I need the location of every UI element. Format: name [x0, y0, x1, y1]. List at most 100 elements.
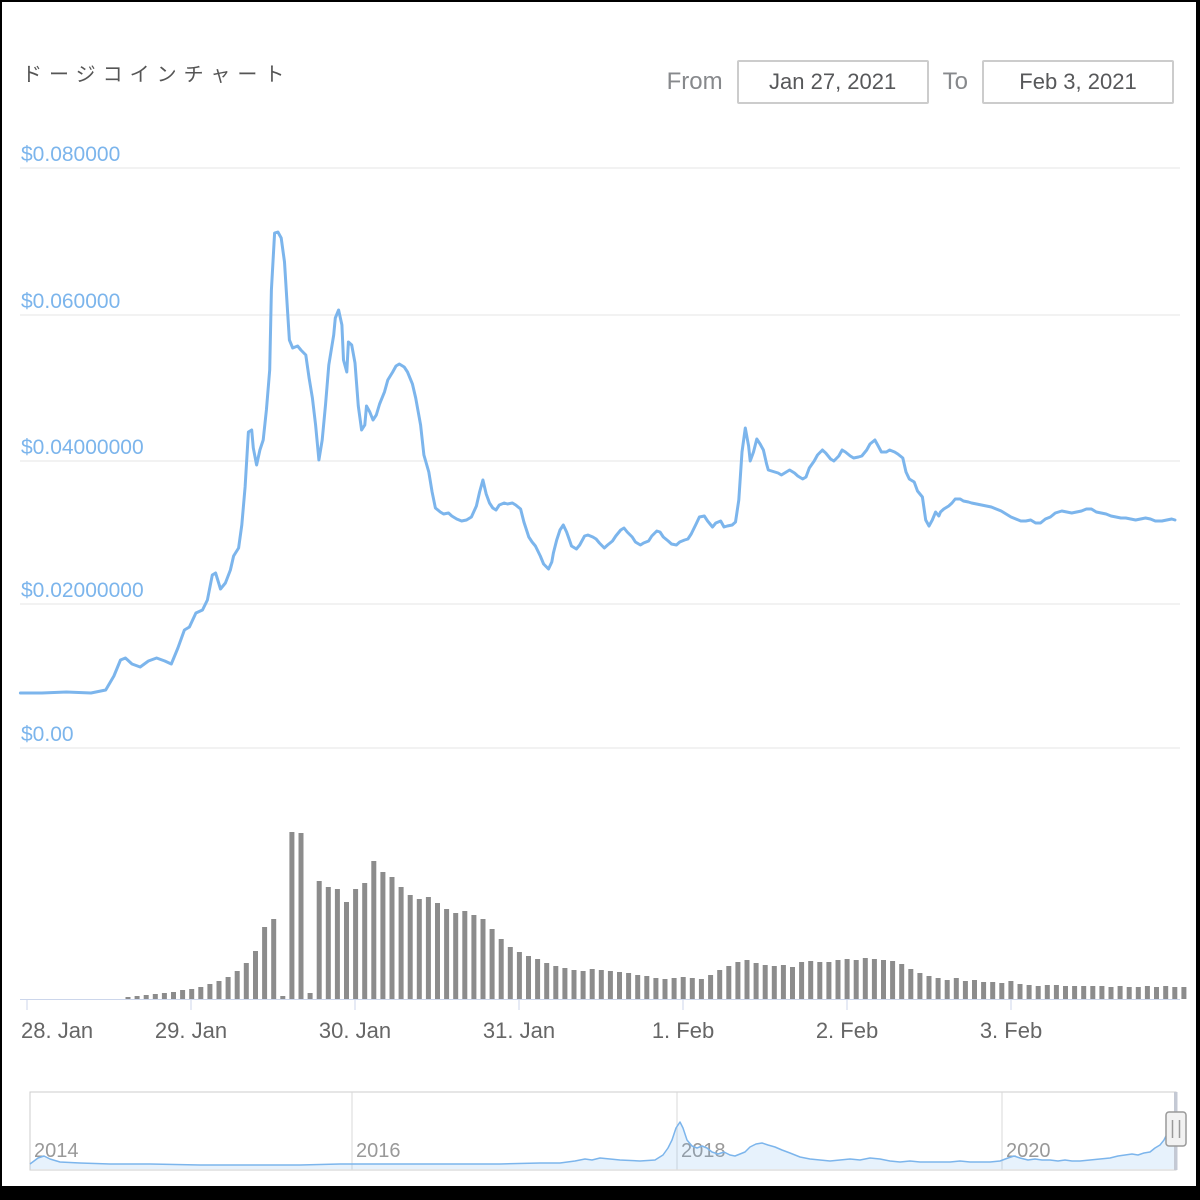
volume-bar [871, 959, 877, 999]
volume-bar [152, 994, 158, 999]
volume-bar [799, 962, 805, 999]
volume-bar [835, 960, 841, 999]
volume-bar [962, 981, 968, 999]
volume-bar [753, 963, 759, 999]
volume-bar [653, 978, 659, 999]
volume-bar [662, 979, 668, 999]
volume-bar [316, 881, 322, 999]
volume-bar [853, 960, 859, 999]
volume-bar [544, 963, 550, 999]
volume-bar [808, 961, 814, 999]
volume-bar [171, 992, 176, 999]
navigator-handle[interactable] [1165, 1111, 1187, 1147]
volume-bar [1090, 986, 1096, 999]
volume-bar [899, 964, 905, 999]
volume-bar [143, 995, 149, 999]
volume-bar [598, 970, 604, 999]
volume-bar [425, 897, 431, 999]
volume-bar [234, 971, 240, 999]
volume-bar [935, 978, 941, 999]
volume-bar [926, 976, 932, 999]
from-date-input[interactable] [736, 60, 929, 104]
volume-bar [771, 966, 777, 999]
y-axis-label: $0.04000000 [21, 436, 144, 459]
volume-bar [1008, 981, 1014, 999]
volume-bar [698, 979, 704, 999]
navigator-track[interactable] [29, 1091, 1177, 1171]
to-label: To [942, 68, 968, 95]
volume-bar [790, 967, 795, 999]
y-axis-label: $0.00 [21, 723, 74, 746]
volume-bar [1081, 986, 1087, 999]
volume-bar [1135, 987, 1141, 999]
volume-bar [198, 987, 204, 999]
volume-bar [1026, 985, 1032, 999]
volume-bar [480, 919, 486, 999]
volume-bar [380, 872, 386, 999]
volume-bar [917, 973, 923, 999]
x-axis-label: 1. Feb [652, 1018, 714, 1043]
volume-bar [207, 984, 213, 999]
x-axis-label: 29. Jan [155, 1018, 227, 1043]
volume-bar [1035, 986, 1041, 999]
volume-bar [325, 887, 331, 999]
volume-bar [307, 993, 313, 999]
volume-bar [571, 970, 577, 999]
volume-bar [353, 889, 359, 999]
volume-bar [780, 965, 786, 999]
volume-bar [243, 963, 249, 999]
volume-bar [1181, 987, 1187, 999]
y-axis-label: $0.060000 [21, 290, 120, 313]
volume-bar [1163, 986, 1169, 999]
page-title: ドージコインチャート [22, 64, 292, 86]
volume-bar [1117, 986, 1123, 999]
volume-bar [1063, 986, 1068, 999]
volume-bar [689, 978, 695, 999]
volume-bar [453, 913, 459, 999]
x-axis-label: 3. Feb [980, 1018, 1042, 1043]
price-line [18, 230, 1177, 695]
volume-bar [489, 929, 495, 999]
volume-bar [371, 861, 377, 999]
navigator-year-label: 2016 [356, 1140, 401, 1162]
volume-bar [735, 962, 741, 999]
volume-bar [416, 899, 422, 999]
date-range-controls: From To [667, 60, 1174, 104]
volume-bar [671, 978, 677, 999]
volume-bar [407, 895, 413, 999]
x-axis-label: 30. Jan [319, 1018, 391, 1043]
volume-bar [1099, 986, 1105, 999]
volume-bar [1144, 986, 1150, 999]
volume-bar [262, 927, 268, 999]
volume-bar [161, 993, 167, 999]
volume-bar [225, 977, 231, 999]
volume-bar [607, 971, 613, 999]
volume-bar [516, 952, 522, 999]
volume-bar [1072, 986, 1078, 999]
volume-bar [708, 975, 714, 999]
volume-bar [216, 981, 222, 999]
volume-bar [389, 877, 395, 999]
volume-bar [498, 939, 504, 999]
x-axis-label: 31. Jan [483, 1018, 555, 1043]
volume-bar [817, 962, 823, 999]
volume-bar [972, 980, 977, 999]
volume-bar [1017, 984, 1023, 999]
volume-bar [726, 966, 732, 999]
frame-edge-right [1196, 0, 1200, 1200]
to-date-input[interactable] [982, 60, 1174, 104]
volume-bar [644, 976, 650, 999]
volume-bar [535, 959, 541, 999]
volume-bar [999, 983, 1005, 999]
volume-bar [125, 997, 131, 999]
volume-bar [507, 947, 513, 999]
volume-bar [462, 911, 468, 999]
volume-bar [1126, 987, 1132, 999]
volume-bar [944, 980, 950, 999]
volume-bar [890, 961, 896, 999]
frame-edge-top [0, 0, 1200, 2]
plot-area[interactable] [20, 140, 1180, 999]
volume-bar [1172, 987, 1178, 999]
volume-bar [762, 965, 768, 999]
